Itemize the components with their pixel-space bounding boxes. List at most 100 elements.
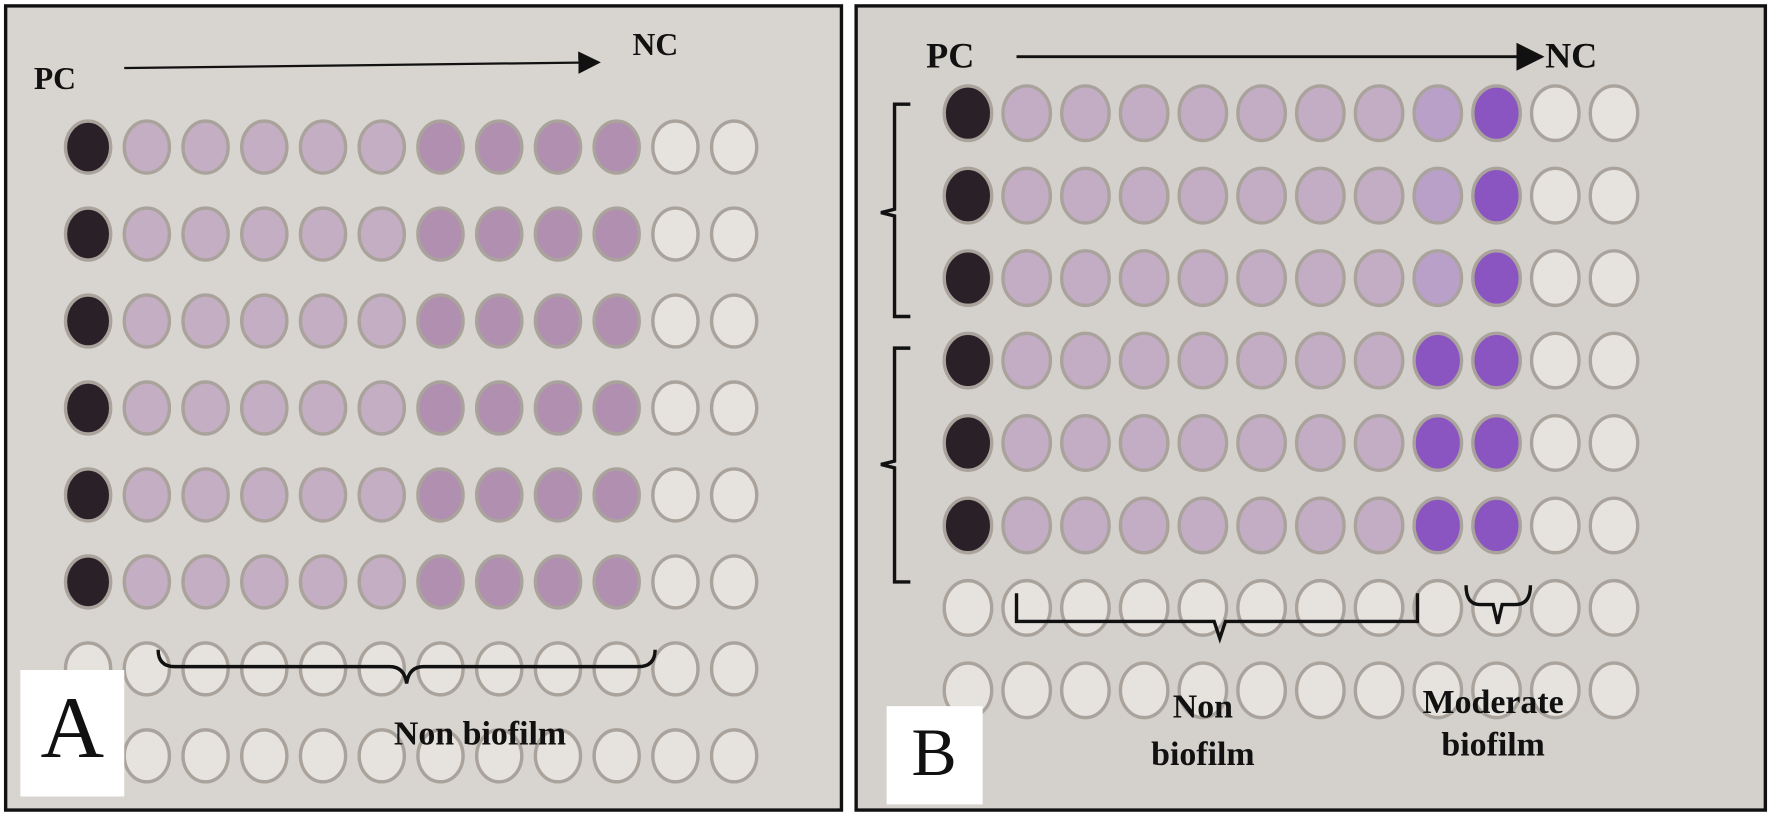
well [1588, 414, 1640, 472]
well [1529, 84, 1581, 143]
well [1177, 578, 1229, 637]
well [533, 119, 583, 175]
well [651, 293, 700, 349]
well [592, 293, 641, 349]
well [1529, 166, 1581, 225]
well [1471, 496, 1522, 555]
well [1412, 249, 1464, 308]
well [474, 641, 524, 697]
well [240, 293, 289, 349]
end-label: NC [1545, 35, 1597, 75]
well [533, 206, 583, 262]
well [1177, 414, 1229, 472]
annotations: PC NC Non biofilm A PC NC Non biofilm Mo… [20, 27, 1597, 805]
well [298, 380, 348, 436]
well [1353, 331, 1405, 390]
well [1353, 249, 1405, 308]
well [533, 554, 583, 610]
well [416, 293, 465, 349]
well [1353, 84, 1405, 143]
well [181, 119, 230, 175]
well [1177, 661, 1229, 720]
well [1471, 414, 1522, 472]
well [709, 293, 759, 349]
well [474, 293, 524, 349]
well [533, 728, 583, 784]
well [122, 641, 172, 697]
well [1294, 414, 1346, 472]
well [709, 728, 759, 784]
well [416, 554, 465, 610]
start-label: PC [926, 35, 974, 75]
well [1236, 84, 1288, 143]
well [1294, 578, 1346, 637]
well [592, 380, 641, 436]
well [1118, 249, 1170, 308]
well [1060, 84, 1111, 143]
well [63, 206, 113, 262]
bracket [156, 649, 657, 684]
well [651, 206, 700, 262]
panel-label: B [911, 715, 956, 790]
well [1529, 249, 1581, 308]
well [416, 206, 465, 262]
well [1588, 661, 1640, 720]
well [357, 467, 407, 523]
well [240, 119, 289, 175]
well [709, 206, 759, 262]
panel-label: A [40, 680, 104, 777]
group-label: Non [1173, 688, 1233, 725]
well [357, 206, 407, 262]
well [1177, 84, 1229, 143]
well [1471, 249, 1522, 308]
well [181, 380, 230, 436]
well [63, 554, 113, 610]
well [1529, 414, 1581, 472]
well [1118, 414, 1170, 472]
well [1471, 578, 1522, 637]
well [416, 119, 465, 175]
well [1588, 84, 1640, 143]
well [474, 206, 524, 262]
well [942, 331, 994, 390]
well [122, 728, 172, 784]
well [122, 293, 172, 349]
well [1294, 496, 1346, 555]
well [357, 119, 407, 175]
well [416, 728, 465, 784]
well [298, 728, 348, 784]
well [1412, 578, 1464, 637]
well [1118, 166, 1170, 225]
well [651, 554, 700, 610]
well [1060, 249, 1111, 308]
well [592, 119, 641, 175]
well [1060, 414, 1111, 472]
well [592, 641, 641, 697]
well [942, 166, 994, 225]
well [474, 380, 524, 436]
well [1060, 331, 1111, 390]
well [357, 728, 407, 784]
well [240, 206, 289, 262]
well [240, 554, 289, 610]
well [1177, 496, 1229, 555]
well [122, 467, 172, 523]
group-label: biofilm [1151, 736, 1255, 773]
well [709, 554, 759, 610]
well [1236, 661, 1288, 720]
well [1118, 578, 1170, 637]
well [1118, 496, 1170, 555]
well [63, 380, 113, 436]
plate-photo-b [854, 4, 1768, 812]
well [240, 380, 289, 436]
well [122, 380, 172, 436]
well [474, 119, 524, 175]
well [1236, 414, 1288, 472]
well [122, 119, 172, 175]
well [942, 414, 994, 472]
well [651, 467, 700, 523]
well [592, 554, 641, 610]
well [1118, 331, 1170, 390]
well [651, 380, 700, 436]
